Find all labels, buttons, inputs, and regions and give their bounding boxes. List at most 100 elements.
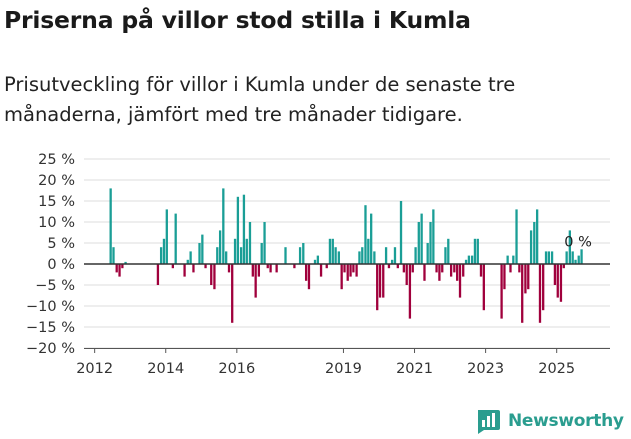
- bar-negative: [346, 264, 349, 281]
- bars: [109, 188, 583, 323]
- bar-negative: [293, 264, 296, 269]
- bar-negative: [542, 264, 545, 311]
- x-axis: 2012 2014 2016 2019 2021 2023 2025: [76, 348, 610, 377]
- newsworthy-logo[interactable]: Newsworthy: [476, 408, 624, 434]
- bar-positive: [390, 259, 394, 264]
- bar-negative: [275, 264, 278, 273]
- bar-negative: [518, 264, 521, 273]
- bar-positive: [216, 247, 219, 264]
- bar-negative: [559, 264, 563, 302]
- bar-negative: [266, 264, 269, 269]
- bar-negative: [319, 264, 323, 277]
- bar-positive: [302, 243, 305, 264]
- bar-negative: [405, 264, 408, 285]
- bar-negative: [524, 264, 527, 294]
- bar-positive: [429, 222, 432, 264]
- bar-negative: [257, 264, 261, 277]
- x-tick-label: 2025: [538, 361, 575, 377]
- bar-positive: [417, 222, 420, 264]
- bar-negative: [538, 264, 542, 323]
- bar-negative: [378, 264, 382, 298]
- bar-negative: [453, 264, 456, 273]
- bar-positive: [426, 243, 429, 264]
- bar-negative: [500, 264, 503, 319]
- bar-positive: [284, 247, 287, 264]
- chart-subtitle: Prisutveckling för villor i Kumla under …: [4, 73, 516, 126]
- bar-negative: [509, 264, 512, 273]
- bar-positive: [233, 238, 237, 264]
- bar-positive: [358, 251, 361, 264]
- bar-positive: [476, 238, 479, 264]
- x-tick-label: 2019: [325, 361, 362, 377]
- bar-negative: [553, 264, 557, 285]
- bar-negative: [423, 264, 426, 281]
- bar-negative: [562, 264, 565, 269]
- bar-negative: [355, 264, 358, 277]
- y-tick-label: −20 %: [26, 341, 75, 357]
- y-tick-label: −10 %: [26, 299, 75, 315]
- bar-negative: [269, 264, 272, 273]
- bar-negative: [204, 264, 207, 269]
- bar-positive: [260, 243, 263, 264]
- bar-negative: [304, 264, 308, 281]
- bar-positive: [414, 247, 417, 264]
- bar-negative: [156, 264, 160, 285]
- chart-title: Priserna på villor stod stilla i Kumla: [4, 6, 471, 34]
- bar-positive: [473, 238, 477, 264]
- bar-negative: [340, 264, 343, 290]
- bar-negative: [396, 264, 399, 269]
- bar-negative: [227, 264, 231, 273]
- bar-positive: [568, 230, 571, 264]
- bar-positive: [367, 238, 370, 264]
- bar-positive: [550, 251, 554, 264]
- bar-negative: [192, 264, 195, 273]
- bar-negative: [231, 264, 234, 323]
- bar-positive: [248, 222, 252, 264]
- bar-negative: [408, 264, 412, 319]
- bar-positive: [109, 188, 112, 264]
- bar-positive: [571, 251, 574, 264]
- bar-positive: [399, 201, 403, 264]
- bar-positive: [331, 238, 334, 264]
- bar-positive: [447, 238, 450, 264]
- y-tick-label: 25 %: [38, 152, 75, 168]
- bar-positive: [370, 213, 373, 264]
- bar-positive: [218, 230, 222, 264]
- bar-positive: [470, 255, 474, 264]
- bar-positive: [189, 251, 192, 264]
- bar-positive: [533, 222, 536, 264]
- bar-chart-logo-icon: [478, 410, 500, 434]
- y-tick-label: 0 %: [47, 257, 75, 273]
- bar-positive: [198, 243, 201, 264]
- bar-negative: [352, 264, 355, 273]
- bar-positive: [547, 251, 551, 264]
- y-tick-label: −5 %: [35, 278, 75, 294]
- bar-negative: [171, 264, 174, 269]
- bar-positive: [263, 222, 266, 264]
- y-tick-label: 20 %: [38, 173, 75, 189]
- bar-positive: [544, 251, 548, 264]
- bar-positive: [239, 247, 243, 264]
- bar-negative: [382, 264, 385, 298]
- bar-positive: [535, 209, 539, 264]
- bar-negative: [115, 264, 118, 273]
- bar-negative: [349, 264, 352, 277]
- bar-negative: [449, 264, 453, 277]
- bar-positive: [242, 194, 246, 264]
- bar-positive: [313, 259, 317, 264]
- latest-value-annotation: 0 %: [564, 234, 592, 250]
- bar-negative: [521, 264, 524, 323]
- bar-negative: [213, 264, 216, 290]
- bar-positive: [529, 230, 533, 264]
- brand-name: Newsworthy: [508, 411, 624, 431]
- bar-negative: [527, 264, 530, 290]
- bar-negative: [441, 264, 444, 273]
- bar-positive: [159, 247, 163, 264]
- y-tick-label: 5 %: [47, 236, 75, 252]
- bar-positive: [186, 259, 189, 264]
- bar-negative: [387, 264, 391, 269]
- bar-positive: [373, 251, 376, 264]
- x-tick-label: 2021: [396, 361, 433, 377]
- bar-negative: [121, 264, 124, 269]
